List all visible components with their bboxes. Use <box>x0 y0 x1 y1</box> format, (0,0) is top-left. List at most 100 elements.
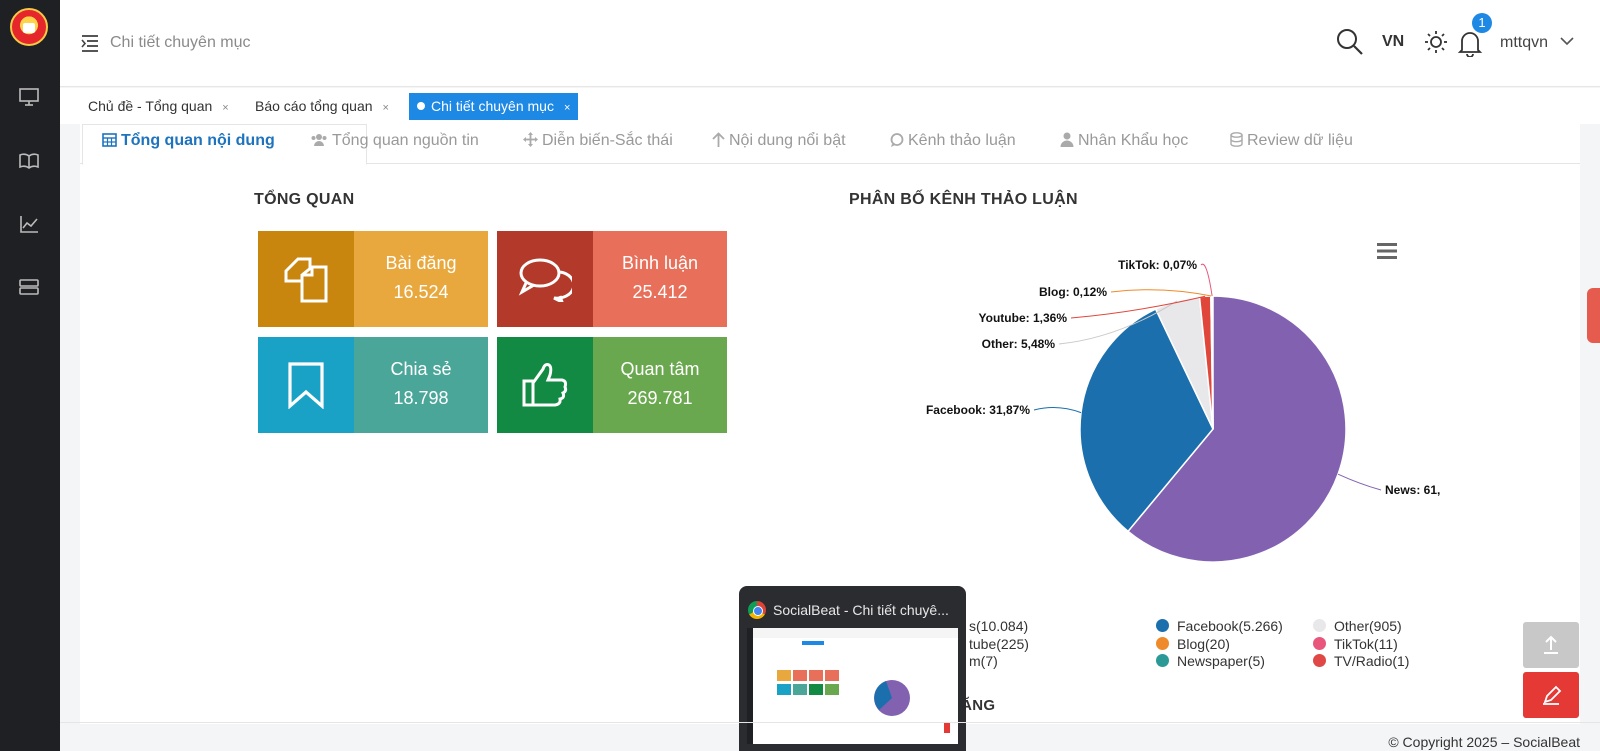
top-header: Chi tiết chuyên mục VN 1 mttqvn <box>60 0 1600 87</box>
tab-nhan-khau-hoc[interactable]: Nhân Khẩu học <box>1060 132 1188 150</box>
tab-dien-bien-sac-thai[interactable]: Diễn biến-Sắc thái <box>523 132 673 150</box>
legend-item-facebook[interactable]: Facebook(5.266) <box>1156 618 1283 634</box>
close-icon[interactable]: × <box>222 102 229 114</box>
logo[interactable] <box>10 8 48 46</box>
book-icon[interactable] <box>18 150 40 172</box>
page-tab-label: Báo cáo tổng quan <box>255 98 373 114</box>
stat-value: 25.412 <box>632 282 688 302</box>
notification-badge: 1 <box>1472 13 1492 33</box>
users-icon <box>311 134 327 146</box>
legend-label: Newspaper(5) <box>1177 653 1265 669</box>
page-tab-label: Chi tiết chuyên mục <box>431 98 554 114</box>
stat-chia-se: Chia sẻ 18.798 <box>258 337 488 433</box>
legend-label: Other(905) <box>1334 618 1402 634</box>
legend-label: Blog(20) <box>1177 636 1230 652</box>
page-tab-label: Chủ đề - Tổng quan <box>88 98 213 114</box>
server-icon[interactable] <box>18 276 40 298</box>
legend-swatch <box>1313 637 1326 650</box>
legend-swatch <box>1313 654 1326 667</box>
pie-connector <box>1058 300 1178 345</box>
tab-label: Tổng quan nguồn tin <box>332 132 479 149</box>
legend-swatch <box>1156 619 1169 632</box>
popup-title: SocialBeat - Chi tiết chuyê... <box>773 602 949 618</box>
pie-data-label: Other: 5,48% <box>982 337 1056 351</box>
close-icon[interactable]: × <box>563 102 571 114</box>
chevron-down-icon[interactable] <box>1560 36 1574 46</box>
close-icon[interactable]: × <box>382 102 389 114</box>
tab-label: Diễn biến-Sắc thái <box>542 132 673 149</box>
pie-data-label: Blog: 0,12% <box>1039 285 1107 299</box>
pie-data-label: News: 61,03% <box>1385 483 1440 497</box>
bookmark-icon <box>258 337 354 433</box>
chart-menu-icon[interactable] <box>1376 242 1398 260</box>
channel-pie-chart: News: 61,03% Facebook: 31,87% Other: 5,48%… <box>926 258 1440 563</box>
tab-label: Nhân Khẩu học <box>1078 132 1189 149</box>
side-panel-handle[interactable] <box>1587 288 1600 343</box>
page-tab-bao-cao[interactable]: Báo cáo tổng quan × <box>247 93 397 120</box>
chrome-icon <box>748 601 766 619</box>
pie-data-label: Youtube: 1,36% <box>979 311 1068 325</box>
user-icon <box>1060 132 1074 147</box>
tab-kenh-thao-luan[interactable]: Kênh thảo luận <box>890 132 1016 150</box>
overview-title: TỔNG QUAN <box>254 191 355 208</box>
legend-item-blog[interactable]: Blog(20) <box>1156 636 1230 652</box>
page-tab-chi-tiet[interactable]: Chi tiết chuyên mục × <box>409 93 579 120</box>
channel-distribution-title: PHÂN BỐ KÊNH THẢO LUẬN <box>849 191 1078 208</box>
sun-icon[interactable] <box>1424 30 1448 54</box>
tab-label: Tổng quan nội dung <box>121 132 275 149</box>
pie-connector <box>1200 263 1213 297</box>
comment-icon <box>890 133 904 147</box>
pie-data-label: TikTok: 0,07% <box>1118 258 1197 272</box>
window-preview-popup[interactable]: SocialBeat - Chi tiết chuyê... <box>739 586 966 751</box>
scroll-top-button[interactable] <box>1523 622 1579 668</box>
legend-swatch <box>1313 619 1326 632</box>
legend-label: s(10.084) <box>969 618 1029 634</box>
edit-button[interactable] <box>1523 672 1579 718</box>
tab-tong-quan-nguon-tin[interactable]: Tổng quan nguồn tin <box>310 132 479 150</box>
move-icon <box>523 132 538 147</box>
monitor-icon[interactable] <box>18 86 40 108</box>
sidebar <box>0 0 60 751</box>
stat-label: Bài đăng <box>385 253 457 273</box>
legend-item-other[interactable]: Other(905) <box>1313 618 1402 634</box>
pie-connector <box>1070 295 1206 319</box>
calendar-icon <box>102 133 117 147</box>
language-switch[interactable]: VN <box>1382 33 1405 50</box>
legend-label: m(7) <box>969 653 998 669</box>
pencil-icon <box>1543 685 1562 705</box>
pie-connector <box>1110 289 1212 297</box>
content-tab-bar: Tổng quan nội dung Tổng quan nguồn tin D… <box>80 124 1580 165</box>
menu-toggle-icon[interactable] <box>80 33 100 53</box>
chart-line-icon[interactable] <box>18 213 40 235</box>
stat-value: 16.524 <box>393 282 449 302</box>
stat-label: Quan tâm <box>620 359 700 379</box>
search-icon[interactable] <box>1336 28 1364 56</box>
tab-label: Kênh thảo luận <box>908 132 1016 149</box>
tab-review-du-lieu[interactable]: Review dữ liệu <box>1230 132 1353 150</box>
user-menu[interactable]: mttqvn <box>1500 34 1549 51</box>
bell-icon[interactable] <box>1457 29 1483 57</box>
legend-item-newspaper[interactable]: Newspaper(5) <box>1156 653 1265 669</box>
page-title: Chi tiết chuyên mục <box>110 34 251 51</box>
legend-swatch <box>1156 637 1169 650</box>
legend-item-tiktok[interactable]: TikTok(11) <box>1313 636 1398 652</box>
pie-data-label: Facebook: 31,87% <box>926 403 1030 417</box>
footer-copyright: © Copyright 2025 – SocialBeat <box>1388 734 1580 750</box>
legend-item-tv-radio[interactable]: TV/Radio(1) <box>1313 653 1409 669</box>
stat-binh-luan: Bình luận 25.412 <box>497 231 727 327</box>
stat-label: Chia sẻ <box>390 359 452 379</box>
tab-tong-quan-noi-dung[interactable]: Tổng quan nội dung <box>102 132 275 150</box>
database-icon <box>1230 132 1243 147</box>
stat-value: 18.798 <box>393 388 449 408</box>
comments-icon <box>497 231 593 327</box>
tab-noi-dung-noi-bat[interactable]: Nội dung nổi bật <box>712 132 846 150</box>
page-tab-chu-de[interactable]: Chủ đề - Tổng quan × <box>80 93 237 120</box>
window-thumbnail[interactable] <box>747 628 958 744</box>
footer-divider <box>60 722 1600 723</box>
tab-label: Nội dung nổi bật <box>729 132 846 149</box>
upload-icon <box>1544 635 1558 654</box>
thumbs-up-icon <box>497 337 593 433</box>
active-dot-icon <box>417 102 425 110</box>
legend-swatch <box>1156 654 1169 667</box>
copy-icon <box>258 231 354 327</box>
